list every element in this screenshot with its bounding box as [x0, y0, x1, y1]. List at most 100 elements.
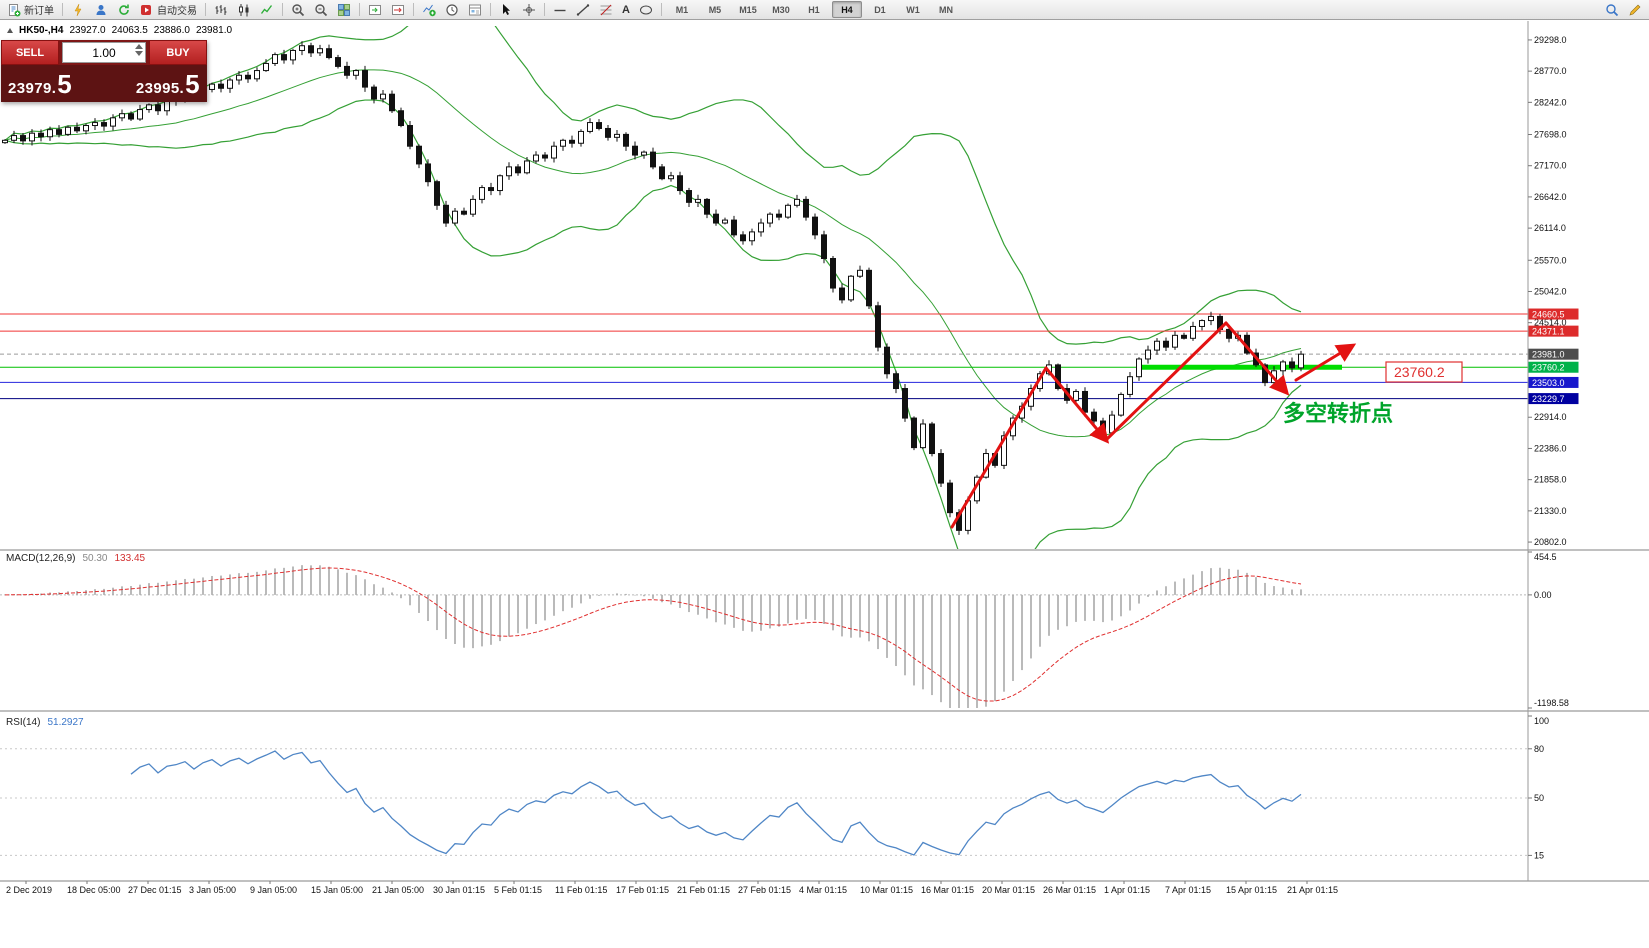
- candle-body: [65, 126, 71, 135]
- crosshair-button[interactable]: [518, 0, 540, 19]
- timeframe-h4[interactable]: H4: [831, 1, 862, 18]
- rsi-panel[interactable]: 100 80 50 15: [0, 715, 1549, 860]
- candle-body: [1262, 364, 1268, 384]
- text-button[interactable]: A: [618, 0, 634, 19]
- hline-button[interactable]: [549, 0, 571, 19]
- trendline-button[interactable]: [572, 0, 594, 19]
- cursor-button[interactable]: [495, 0, 517, 19]
- sell-price-big-digit: 5: [57, 68, 73, 99]
- candle-body: [1073, 390, 1079, 401]
- candle-body: [668, 175, 674, 180]
- timeframe-m5[interactable]: M5: [708, 4, 722, 15]
- volume-up-button[interactable]: [135, 44, 143, 49]
- annotation-text[interactable]: 多空转折点: [1283, 401, 1393, 427]
- candle-body: [893, 373, 899, 390]
- trend-arrow-annotation[interactable]: [1104, 321, 1228, 442]
- candle-body: [704, 198, 710, 215]
- candle-body: [1163, 340, 1169, 348]
- candle-body: [335, 57, 341, 67]
- candle-body: [848, 275, 854, 301]
- price-level-badge: [1528, 376, 1579, 388]
- trend-arrow-annotation[interactable]: [1044, 366, 1110, 444]
- pencil-button[interactable]: [1624, 0, 1646, 19]
- candle-body: [1280, 361, 1286, 372]
- auto-scroll-button[interactable]: [387, 0, 409, 19]
- candle-body: [1109, 414, 1115, 434]
- period-button[interactable]: [441, 0, 463, 19]
- add-indicator-button[interactable]: [418, 0, 440, 19]
- toolbar-separator: [205, 3, 206, 16]
- indicator-list-button[interactable]: [67, 0, 89, 19]
- time-tick-label: 20 Mar 01:15: [982, 885, 1035, 895]
- candle-body: [524, 160, 530, 174]
- candle-body: [560, 139, 566, 147]
- buy-price-main: 23995.: [135, 79, 185, 97]
- candle-body: [1118, 393, 1124, 416]
- one-click-trading-panel: SELL 1.00 BUY 23979.5 23995. 5: [1, 40, 207, 102]
- zoom-out-button[interactable]: [310, 0, 332, 19]
- toolbar-separator: [660, 3, 662, 16]
- volume-down-button[interactable]: [135, 51, 143, 56]
- candle-body: [506, 166, 512, 177]
- macd-panel[interactable]: 454.5 0.00 -1198.58: [0, 551, 1569, 709]
- price-tick-label: 29298.0: [1534, 35, 1567, 45]
- volume-value[interactable]: 1.00: [92, 45, 116, 60]
- candle-body: [1145, 349, 1151, 360]
- candle-chart-button[interactable]: [233, 0, 255, 19]
- candle-body: [803, 198, 809, 218]
- line-chart-button[interactable]: [256, 0, 278, 19]
- candle-body: [218, 83, 224, 89]
- market-watch-button[interactable]: [90, 0, 112, 19]
- fibo-button[interactable]: [595, 0, 617, 19]
- buy-button[interactable]: BUY: [149, 40, 207, 65]
- hline-icon: [553, 3, 567, 17]
- timeframe-w1[interactable]: W1: [906, 4, 920, 15]
- candle-body: [767, 213, 773, 224]
- candle-body: [434, 181, 440, 206]
- shapes-button[interactable]: [635, 0, 657, 19]
- candle-body: [47, 129, 53, 138]
- timeframe-m30[interactable]: M30: [772, 4, 790, 15]
- symbol-marker-icon: [7, 28, 13, 33]
- time-tick-label: 9 Jan 05:00: [250, 885, 297, 895]
- main-chart[interactable]: [0, 0, 1528, 574]
- rsi-line: [130, 750, 1302, 856]
- template-button[interactable]: [464, 0, 486, 19]
- zoom-in-button[interactable]: [287, 0, 309, 19]
- candle-body: [74, 126, 80, 132]
- sell-price: 23979.5: [8, 71, 72, 97]
- candle-body: [20, 135, 26, 142]
- trend-arrow-annotation[interactable]: [1294, 343, 1357, 382]
- sell-button[interactable]: SELL: [1, 40, 59, 65]
- chart-shift-button[interactable]: [364, 0, 386, 19]
- timeframe-mn[interactable]: MN: [938, 4, 953, 15]
- timeframe-d1[interactable]: D1: [874, 4, 886, 15]
- bar-chart-button[interactable]: [210, 0, 232, 19]
- timeframe-h1[interactable]: H1: [808, 4, 820, 15]
- timeframe-m15[interactable]: M15: [739, 4, 757, 15]
- price-tick-label: 20802.0: [1534, 537, 1567, 547]
- price-tick-label: 28242.0: [1534, 97, 1567, 107]
- autotrade-button[interactable]: 自动交易: [136, 0, 201, 19]
- timeframe-m1[interactable]: M1: [675, 4, 689, 15]
- price-level-badge-text: 23229.7: [1532, 394, 1565, 404]
- navigator-button[interactable]: [113, 0, 135, 19]
- rsi-axis-label: 50: [1534, 793, 1544, 803]
- price-callout-text: 23760.2: [1394, 364, 1445, 380]
- candle-body: [1136, 358, 1142, 378]
- candle-body: [533, 154, 539, 162]
- search-button[interactable]: [1601, 0, 1623, 19]
- trend-arrow-annotation[interactable]: [950, 366, 1048, 529]
- tile-windows-button[interactable]: [333, 0, 355, 19]
- new-order-button[interactable]: 新订单: [3, 0, 58, 19]
- trend-arrow-annotation[interactable]: [1224, 321, 1290, 396]
- line-chart-icon: [260, 3, 274, 17]
- candle-body: [938, 453, 944, 484]
- time-tick-label: 18 Dec 05:00: [67, 885, 121, 895]
- macd-main-value: 50.30: [82, 553, 108, 564]
- volume-control[interactable]: 1.00: [62, 42, 146, 63]
- rsi-name: RSI(14): [6, 717, 41, 728]
- price-callout-box[interactable]: [1385, 361, 1463, 383]
- toolbar-separator: [282, 3, 283, 16]
